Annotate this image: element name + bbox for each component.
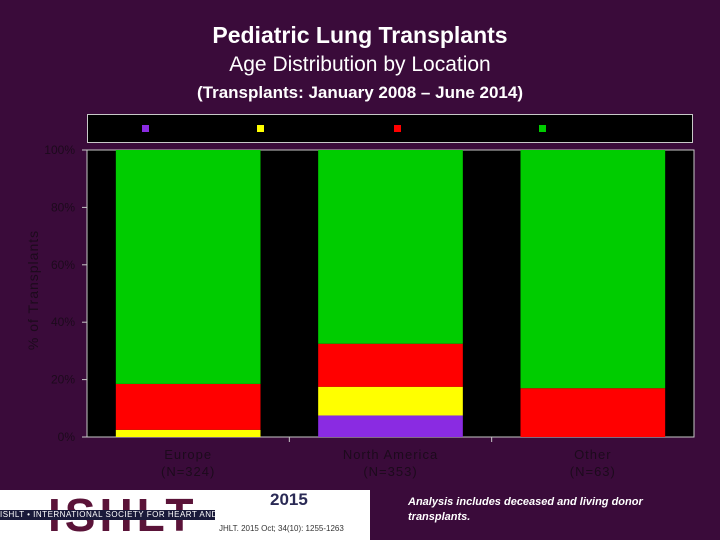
bar-segment bbox=[115, 383, 261, 430]
x-category-label: North America bbox=[343, 447, 438, 462]
x-category-label: Other bbox=[574, 447, 612, 462]
citation: JHLT. 2015 Oct; 34(10): 1255-1263 bbox=[219, 524, 344, 533]
bar-segment bbox=[318, 415, 463, 437]
legend-swatch bbox=[142, 125, 149, 132]
y-tick-label: 20% bbox=[51, 373, 75, 387]
logo-year-box bbox=[215, 490, 370, 540]
x-category-label: Europe bbox=[164, 447, 212, 462]
y-tick-label: 60% bbox=[51, 258, 75, 272]
chart-legend bbox=[87, 114, 693, 143]
chart-subtitle: Age Distribution by Location bbox=[229, 53, 491, 76]
y-tick-label: 80% bbox=[51, 200, 75, 214]
org-name-strip: ISHLT • INTERNATIONAL SOCIETY FOR HEART … bbox=[0, 510, 370, 520]
report-year: 2015 bbox=[270, 490, 308, 509]
x-category-count: (N=353) bbox=[363, 464, 417, 479]
bar-segment bbox=[318, 343, 463, 387]
analysis-note: Analysis includes deceased and living do… bbox=[408, 496, 643, 523]
bar-segment bbox=[115, 429, 261, 437]
x-category-count: (N=324) bbox=[161, 464, 215, 479]
bar-segment bbox=[318, 386, 463, 416]
chart-title: Pediatric Lung Transplants bbox=[212, 22, 508, 48]
y-tick-label: 0% bbox=[58, 430, 76, 444]
x-category-count: (N=63) bbox=[570, 464, 616, 479]
chart-titles: Pediatric Lung Transplants Age Distribut… bbox=[0, 20, 720, 106]
y-tick-label: 40% bbox=[51, 315, 75, 329]
bar-segment bbox=[520, 388, 666, 437]
bar-segment bbox=[318, 150, 463, 344]
legend-swatch bbox=[394, 125, 401, 132]
y-tick-label: 100% bbox=[44, 143, 75, 157]
legend-swatch bbox=[257, 125, 264, 132]
chart-subtitle-date-range: (Transplants: January 2008 – June 2014) bbox=[197, 83, 523, 102]
legend-swatch bbox=[539, 125, 546, 132]
bar-segment bbox=[115, 150, 261, 384]
bar-segment bbox=[520, 150, 666, 389]
